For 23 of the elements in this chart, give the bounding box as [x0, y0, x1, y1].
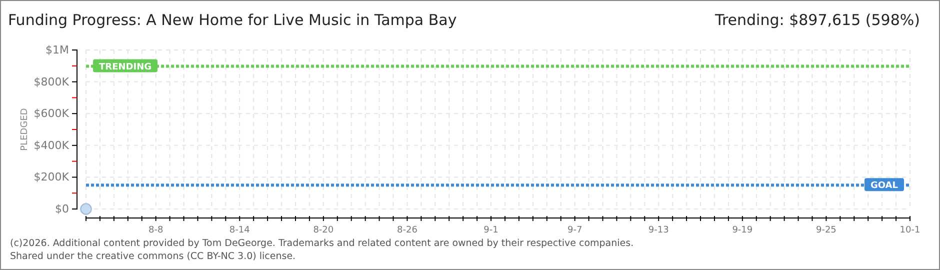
- x-tick-label: 8-14: [229, 225, 250, 236]
- chart-title: Funding Progress: A New Home for Live Music in Tampa Bay: [8, 11, 457, 29]
- y-tick-label: $1M: [46, 44, 69, 57]
- chart-subtitle: Trending: $897,615 (598%): [714, 11, 920, 29]
- x-tick-label: 8-20: [313, 225, 334, 236]
- x-tick-label: 9-19: [732, 225, 753, 236]
- x-tick-label: 9-25: [816, 225, 836, 236]
- ref-line-label: GOAL: [870, 181, 898, 192]
- y-tick-label: $400K: [34, 138, 70, 152]
- x-tick-label: 8-26: [397, 225, 418, 236]
- y-tick-label: $600K: [34, 107, 70, 120]
- x-tick-label: 10-1: [900, 225, 920, 236]
- x-tick-label: 9-7: [567, 225, 582, 236]
- x-tick-label: 9-13: [648, 225, 669, 236]
- text: Shared under the creative commons (CC BY-NC 3.0) license.: [10, 251, 296, 262]
- ref-line-label: TRENDING: [99, 62, 152, 72]
- y-tick-label: $800K: [34, 75, 70, 88]
- text: (c)2026. Additional content provided by Tom DeGeorge. Trademarks and related content are owned by their respective companies.: [10, 238, 634, 249]
- x-tick-label: 8-8: [148, 225, 164, 236]
- y-tick-label: $200K: [34, 170, 70, 184]
- y-tick-label: $0: [55, 202, 69, 216]
- x-tick-label: 9-1: [484, 225, 498, 236]
- y-axis-title: PLEDGED: [20, 108, 30, 151]
